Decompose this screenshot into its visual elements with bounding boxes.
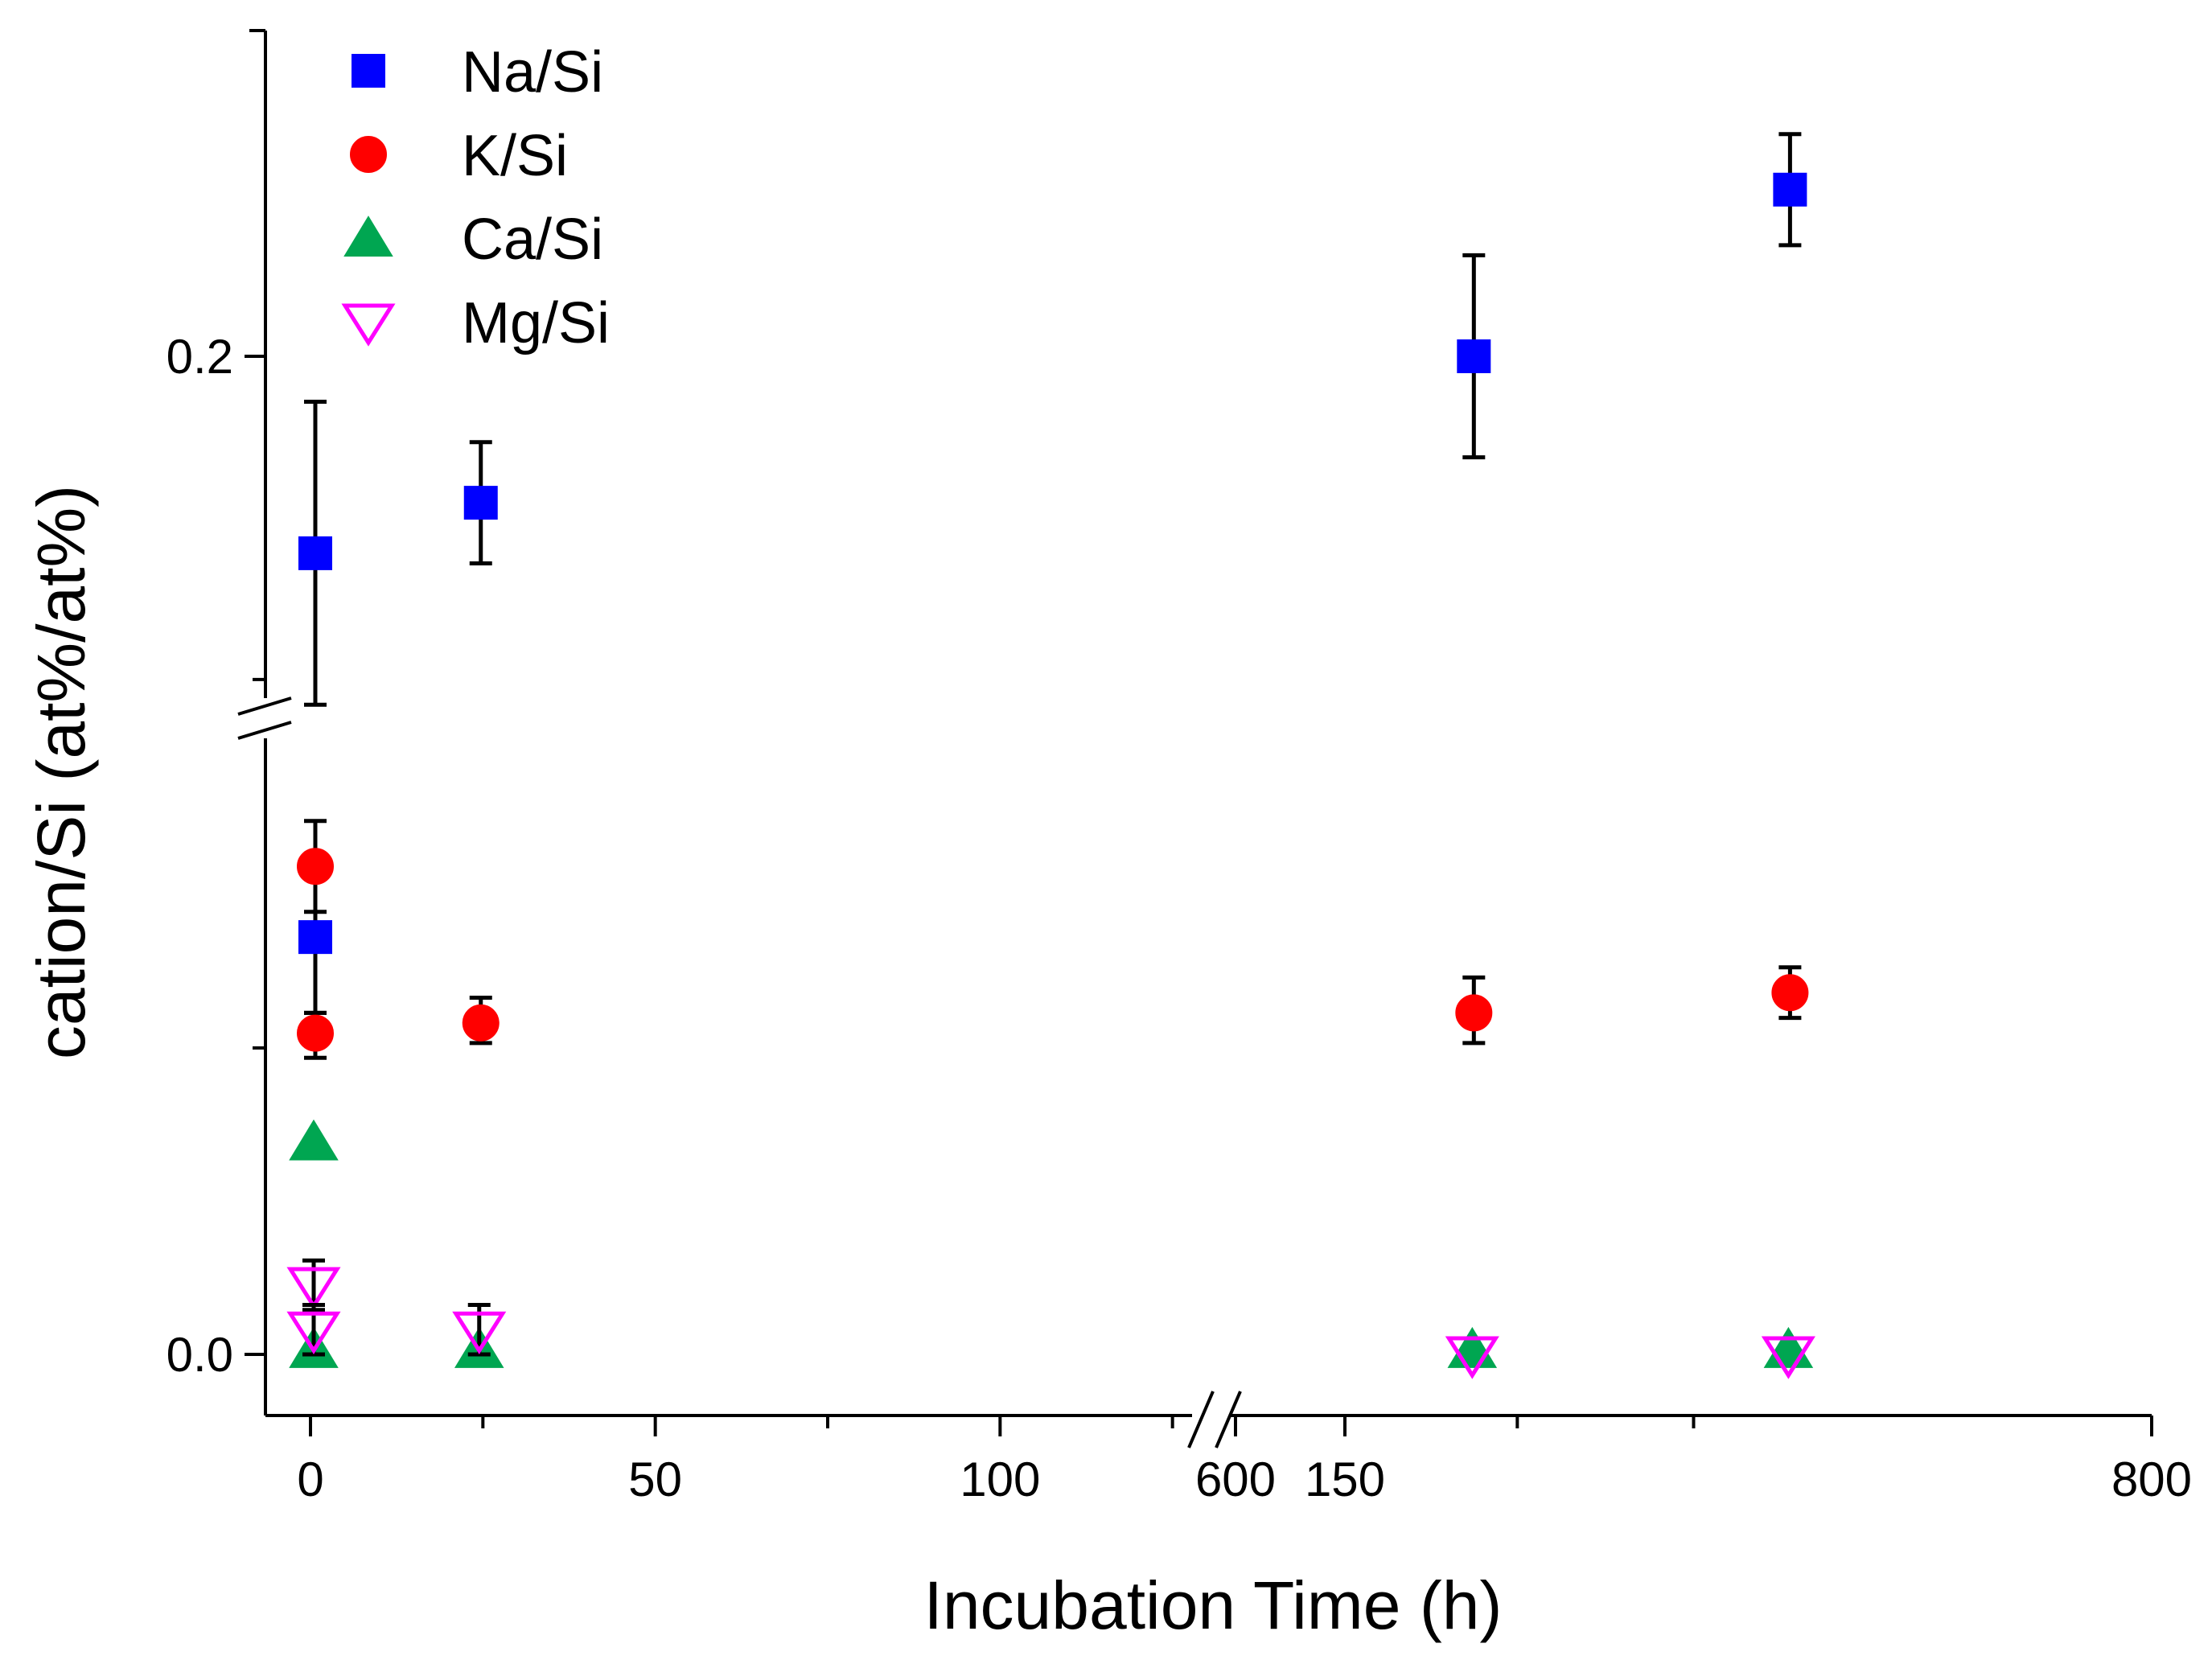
y-break-line — [237, 696, 292, 716]
legend-marker — [341, 303, 396, 347]
data-point — [298, 920, 332, 955]
series-k-si — [297, 819, 1809, 1060]
data-point — [297, 1014, 334, 1052]
series-mg-si — [286, 1258, 1815, 1379]
data-point — [286, 1267, 341, 1310]
y-break-line — [237, 721, 292, 740]
y-tick-label: 0.2 — [167, 330, 233, 384]
series-layer — [286, 132, 1815, 1379]
data-point — [297, 848, 334, 885]
legend-item: Mg/Si — [341, 291, 610, 355]
data-point — [452, 1311, 507, 1354]
legend: Na/Si K/Si Ca/Si Mg/Si — [341, 40, 610, 355]
x-tick-label: 150 — [1305, 1452, 1385, 1506]
x-tick-label: 0 — [297, 1452, 323, 1506]
y-axis-title: cation/Si (at%/at%) — [23, 485, 99, 1059]
legend-label: Na/Si — [462, 40, 603, 105]
data-point — [462, 1004, 500, 1042]
x-ticks: 0 50 100 150 600 800 — [297, 1416, 2192, 1506]
legend-marker — [350, 136, 387, 173]
data-point — [1455, 994, 1493, 1032]
x-axis-break-mark — [1187, 1391, 1242, 1448]
data-point — [1773, 172, 1807, 207]
legend-item: Ca/Si — [343, 208, 603, 272]
legend-label: Ca/Si — [462, 208, 603, 272]
x-tick-label: 800 — [2111, 1452, 2192, 1506]
series-na-si — [298, 132, 1807, 1015]
data-point — [298, 536, 332, 570]
legend-marker — [343, 216, 393, 257]
y-ticks: 0.0 0.2 — [167, 29, 265, 1382]
y-tick-label: 0.0 — [167, 1328, 233, 1382]
data-point — [1457, 339, 1491, 373]
data-point — [289, 1119, 339, 1161]
x-break-line — [1187, 1391, 1215, 1448]
x-axis-title: Incubation Time (h) — [923, 1568, 1502, 1643]
x-tick-label: 100 — [960, 1452, 1040, 1506]
data-point — [1771, 974, 1809, 1012]
legend-item: Na/Si — [352, 40, 603, 105]
axes: 0 50 100 150 600 800 0.0 0.2 — [167, 29, 2192, 1506]
data-point — [1761, 1336, 1815, 1379]
x-tick-label: 50 — [628, 1452, 682, 1506]
legend-item: K/Si — [350, 124, 568, 188]
x-break-line — [1215, 1391, 1242, 1448]
y-axis-break-mark — [237, 696, 292, 740]
legend-label: K/Si — [462, 124, 568, 188]
x-tick-label: 600 — [1195, 1452, 1276, 1506]
legend-label: Mg/Si — [462, 291, 610, 355]
data-point — [463, 486, 498, 520]
legend-marker — [352, 54, 385, 88]
data-point — [286, 1311, 341, 1354]
data-point — [1445, 1336, 1499, 1379]
series-ca-si — [289, 1119, 1814, 1368]
